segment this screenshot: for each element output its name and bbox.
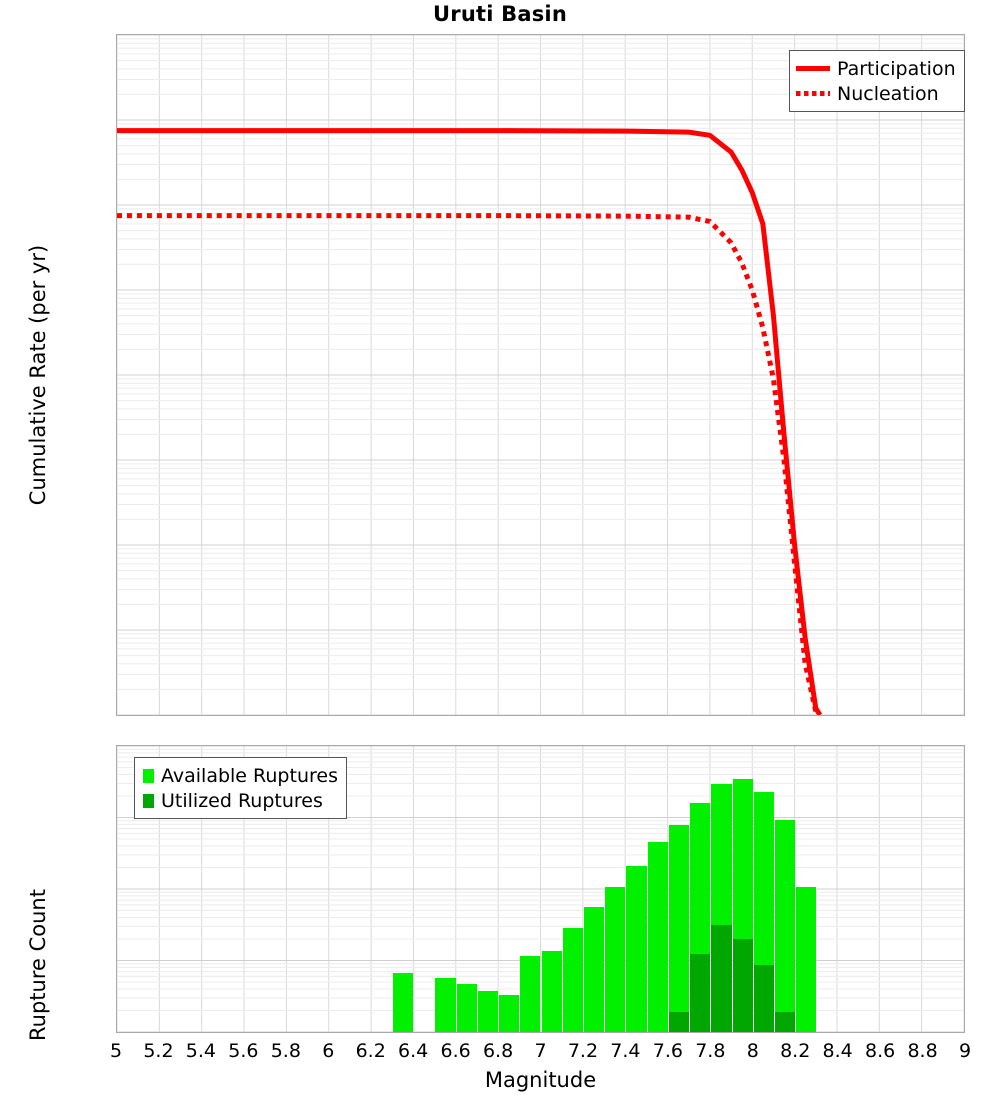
utilized-rupture-bar	[732, 938, 753, 1032]
utilized-rupture-bar	[774, 1012, 796, 1032]
x-tick-label: 7.8	[695, 1040, 726, 1062]
available-rupture-bar	[541, 951, 562, 1032]
available-rupture-bar	[435, 977, 456, 1032]
legend-item-participation: Participation	[796, 56, 956, 81]
available-rupture-bar	[796, 887, 817, 1032]
rupture-count-panel	[116, 745, 965, 1033]
legend-item-nucleation: Nucleation	[796, 81, 956, 106]
available-rupture-bar	[605, 887, 626, 1032]
rate-curves	[117, 128, 823, 715]
available-rupture-bar	[499, 994, 520, 1032]
x-tick-label: 7	[534, 1040, 547, 1062]
rate-legend: Participation Nucleation	[789, 50, 965, 112]
available-rupture-bar	[477, 990, 499, 1032]
nucleation-dotted-swatch	[796, 91, 830, 96]
participation-line-swatch	[796, 66, 830, 71]
available-rupture-bar	[456, 983, 477, 1032]
x-tick-label: 6.8	[482, 1040, 514, 1062]
rupture-bars	[117, 746, 964, 1032]
x-tick-label: 5.4	[185, 1040, 216, 1062]
x-tick-label: 5	[109, 1040, 123, 1062]
x-tick-label: 8.6	[864, 1040, 896, 1062]
available-rupture-bar	[583, 907, 605, 1032]
top-panel-grid	[117, 35, 964, 715]
available-ruptures-swatch	[143, 768, 154, 783]
available-rupture-bar	[626, 866, 647, 1032]
x-tick-label: 9	[958, 1040, 972, 1062]
cumulative-rate-panel	[116, 34, 965, 716]
x-tick-label: 8.4	[822, 1040, 853, 1062]
x-tick-label: 6.4	[398, 1040, 429, 1062]
x-tick-label: 6.6	[440, 1040, 471, 1062]
x-tick-label: 5.8	[270, 1040, 301, 1062]
x-tick-label: 8	[746, 1040, 759, 1062]
x-tick-label: 5.6	[228, 1040, 259, 1062]
legend-item-available-ruptures: Available Ruptures	[141, 763, 338, 788]
utilized-ruptures-swatch	[143, 793, 154, 808]
x-tick-label: 8.8	[907, 1040, 938, 1062]
x-tick-label: 8.2	[780, 1040, 811, 1062]
utilized-rupture-bar	[711, 924, 732, 1032]
x-tick-label: 5.2	[143, 1040, 174, 1062]
x-tick-label: 7.2	[567, 1040, 599, 1062]
available-rupture-bar	[392, 973, 414, 1032]
legend-item-utilized-ruptures: Utilized Ruptures	[141, 788, 338, 813]
available-rupture-bar	[774, 819, 796, 1032]
x-tick-label: 7.6	[652, 1040, 683, 1062]
chart-title: Uruti Basin	[433, 2, 567, 26]
rupture-legend: Available Ruptures Utilized Ruptures	[134, 757, 347, 819]
x-axis-label: Magnitude	[484, 1068, 597, 1092]
x-tick-label: 6.2	[355, 1040, 386, 1062]
available-rupture-bar	[647, 842, 668, 1032]
available-rupture-bar	[668, 824, 690, 1032]
available-rupture-bar	[520, 956, 541, 1032]
available-rupture-bar	[562, 927, 583, 1032]
utilized-rupture-bar	[753, 965, 774, 1032]
top-y-axis-label: Cumulative Rate (per yr)	[26, 244, 50, 506]
x-tick-label: 7.4	[610, 1040, 641, 1062]
utilized-rupture-bar	[690, 953, 711, 1032]
utilized-rupture-bar	[668, 1012, 690, 1032]
bottom-y-axis-label: Rupture Count	[26, 889, 50, 1041]
x-tick-label: 6	[322, 1040, 335, 1062]
